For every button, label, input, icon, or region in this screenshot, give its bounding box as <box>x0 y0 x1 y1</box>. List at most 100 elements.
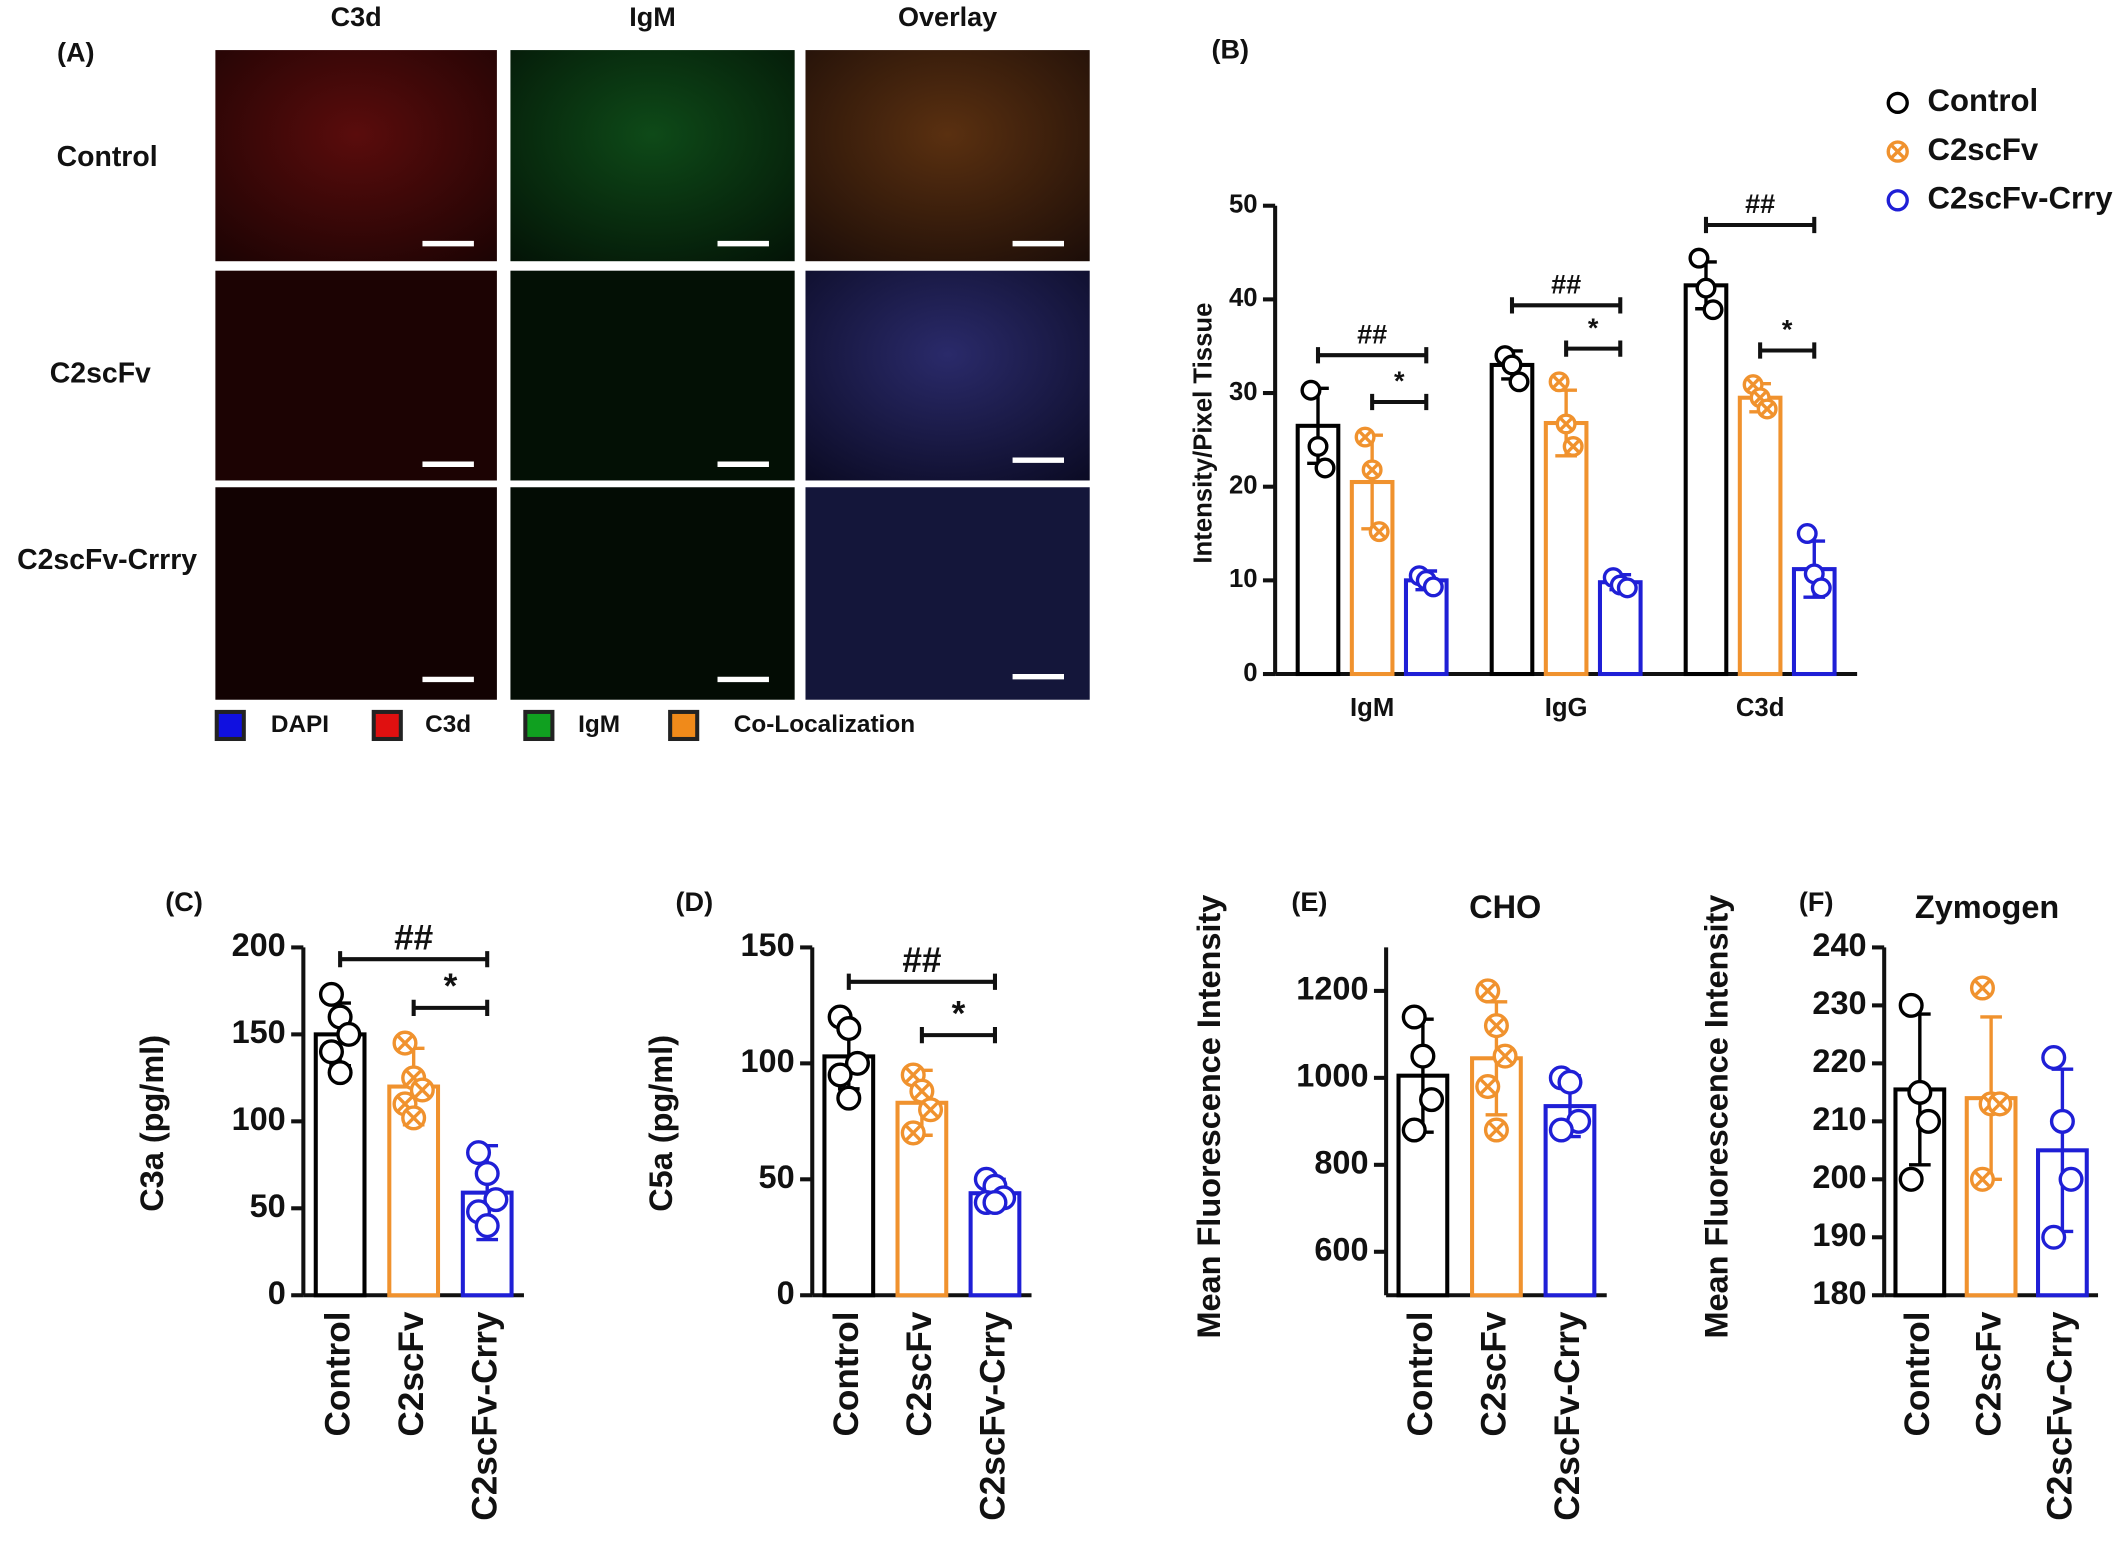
y-tick-label: 600 <box>1314 1231 1368 1267</box>
legend-swatch <box>371 709 403 742</box>
y-tick-label: 150 <box>740 927 794 963</box>
data-point <box>900 1120 926 1146</box>
significance-bracket <box>411 999 490 1017</box>
micrograph <box>510 50 795 262</box>
data-point <box>836 1085 862 1111</box>
legend-marker <box>1886 189 1909 212</box>
data-point <box>1501 354 1523 376</box>
row-label: C2scFv-Crrry <box>17 544 197 576</box>
data-point <box>483 1187 509 1213</box>
data-point <box>2041 1045 2067 1071</box>
point-cross <box>1973 979 1992 997</box>
significance-bracket <box>338 951 490 968</box>
point-circle <box>1886 189 1909 212</box>
panel-label: (A) <box>57 37 95 67</box>
row-label: C2scFv <box>50 357 151 389</box>
data-point <box>1987 1091 2013 1117</box>
significance-label: ## <box>1357 319 1387 349</box>
data-point <box>1616 577 1638 599</box>
data-point <box>1422 576 1444 598</box>
significance-label: ## <box>1551 270 1581 300</box>
data-point <box>844 1050 870 1076</box>
data-point <box>909 1078 935 1104</box>
y-tick-label: 240 <box>1812 927 1866 963</box>
y-tick-label: 200 <box>1812 1159 1866 1195</box>
y-tick-label: 0 <box>777 1275 795 1311</box>
micrograph <box>805 50 1090 262</box>
point-circle <box>1401 1004 1427 1030</box>
x-tick-label: C2scFv-Crry <box>465 1311 504 1521</box>
significance-label: ## <box>394 919 433 958</box>
data-point <box>1796 523 1818 545</box>
point-cross <box>1565 439 1581 454</box>
point-cross <box>1496 1047 1514 1065</box>
point-circle <box>1419 1087 1445 1113</box>
panel-a: (A) C3d IgM Overlay Control C2scFv C2scF… <box>17 2 1090 742</box>
y-tick-label: 10 <box>1229 565 1258 593</box>
data-point <box>836 1016 862 1042</box>
legend-label: C2scFv-Crry <box>1928 181 2114 216</box>
point-cross <box>1364 462 1380 478</box>
chart-title: Zymogen <box>1915 889 2059 925</box>
x-tick-label: Control <box>1898 1311 1937 1436</box>
data-point <box>1410 1043 1436 1069</box>
bar <box>1543 1104 1597 1298</box>
data-point <box>318 981 344 1007</box>
data-point <box>1368 521 1390 543</box>
point-circle <box>844 1050 870 1076</box>
significance-label: * <box>952 994 966 1033</box>
point-cross <box>921 1100 940 1119</box>
point-circle <box>466 1140 492 1166</box>
data-point <box>827 1062 853 1088</box>
significance-bracket <box>1315 347 1429 364</box>
panel-label: (F) <box>1799 887 1834 917</box>
micrograph <box>510 487 795 700</box>
significance-label: * <box>444 967 458 1006</box>
data-point <box>336 1021 362 1047</box>
significance-bracket <box>1703 216 1817 234</box>
point-circle <box>474 1213 500 1239</box>
data-point <box>466 1140 492 1166</box>
point-cross <box>1759 401 1775 417</box>
y-axis-label: Mean Fluorescence Intensity <box>1699 895 1735 1339</box>
point-circle <box>1501 354 1523 376</box>
panel-label: (C) <box>165 887 203 917</box>
point-circle <box>1810 577 1832 599</box>
significance-label: * <box>1588 313 1599 343</box>
data-point <box>1898 992 1924 1018</box>
y-tick-label: 30 <box>1229 378 1258 406</box>
data-point <box>1354 426 1376 448</box>
data-point <box>1508 371 1530 393</box>
point-circle <box>2041 1224 2067 1250</box>
point-cross <box>1478 1077 1497 1096</box>
y-tick-label: 800 <box>1314 1144 1368 1180</box>
y-tick-label: 40 <box>1229 284 1258 312</box>
row-label: Control <box>57 141 158 173</box>
point-cross <box>1973 1170 1992 1189</box>
point-cross <box>1991 1095 2009 1113</box>
significance-bracket <box>1509 297 1623 314</box>
y-tick-label: 1200 <box>1296 970 1368 1006</box>
point-circle <box>1796 523 1818 545</box>
data-point <box>1695 277 1717 299</box>
x-tick-label: C2scFv-Crry <box>1548 1311 1587 1521</box>
data-point <box>474 1160 500 1187</box>
x-tick-label: Control <box>827 1311 866 1436</box>
data-point <box>2058 1166 2084 1192</box>
data-point <box>1548 371 1570 393</box>
x-tick-label: IgG <box>1545 694 1588 722</box>
bar <box>1597 580 1643 677</box>
data-point <box>2049 1108 2075 1134</box>
legend-marker <box>1886 91 1909 115</box>
significance-bracket <box>846 973 998 990</box>
point-circle <box>2041 1045 2067 1071</box>
y-axis-label: Mean Fluorescence Intensity <box>1191 895 1227 1339</box>
data-point <box>474 1213 500 1239</box>
micrograph <box>510 270 795 481</box>
x-tick-label: Control <box>318 1311 357 1436</box>
y-tick-label: 200 <box>232 927 286 963</box>
point-circle <box>1548 1117 1574 1143</box>
data-point <box>1557 1069 1583 1095</box>
x-tick-label: C2scFv-Crry <box>973 1311 1012 1521</box>
